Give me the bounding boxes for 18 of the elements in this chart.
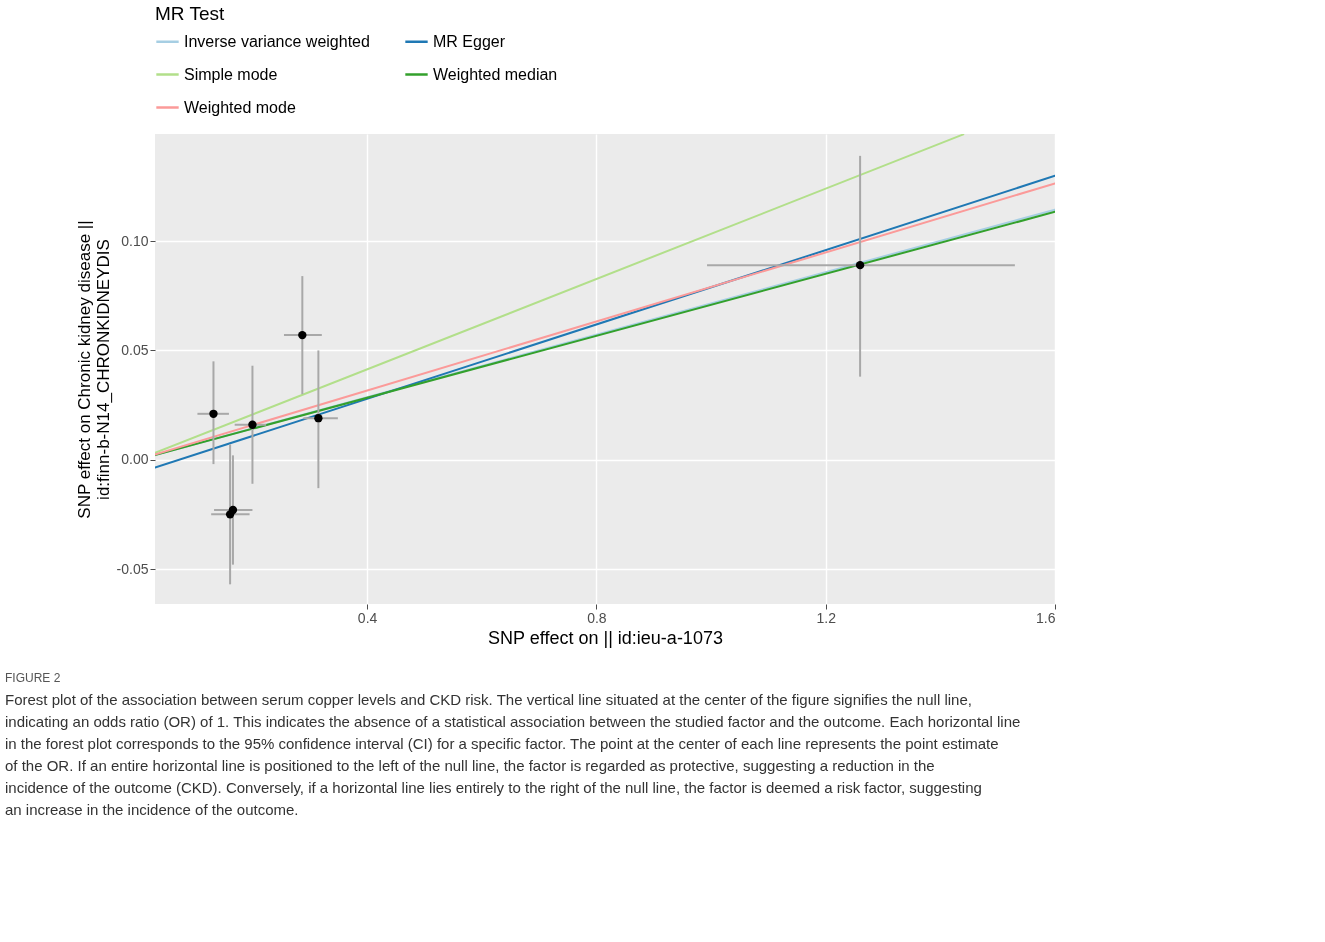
y-tick-label: 0.10 xyxy=(121,232,149,249)
legend-label: Simple mode xyxy=(184,65,278,83)
x-tick-label: 0.8 xyxy=(587,609,607,626)
y-tick-label: -0.05 xyxy=(116,560,149,577)
x-tick-label: 1.6 xyxy=(1036,609,1056,626)
legend-label: MR Egger xyxy=(433,32,506,50)
y-tick-label: 0.00 xyxy=(121,451,149,468)
legend-label: Inverse variance weighted xyxy=(184,32,370,50)
caption: FIGURE 2 xyxy=(5,671,61,685)
y-axis-title: SNP effect on Chronic kidney disease || id:finn-b-N14_CHRONKIDNEYDIS xyxy=(74,220,113,519)
legend-label: Weighted median xyxy=(433,65,558,83)
x-tick-label: 1.2 xyxy=(816,609,837,626)
x-axis-title: SNP effect on || id:ieu-a-1073 xyxy=(488,627,723,648)
text: Forest plot of the association between serum copper levels and CKD risk. The vertical line situated at the center of the figure signifies the null line, indicating an odds ratio (OR) of 1. This indicates the absence of a statistical association between the studied factor and the outcome. Each horizontal line in the forest plot corresponds to the 95% confidence interval (CI) for a specific factor. The point at the center of each line represents the point estimate of the OR. If an entire horizontal line is positioned to the left of the null line, the factor is regarded as protective, suggesting a reduction in the incidence of the outcome (CKD). Conversely, if a horizontal line lies entirely to the right of the null line, the factor is deemed a risk factor, suggesting an increase in the incidence of the outcome. xyxy=(5,691,1021,818)
legend-label: Weighted mode xyxy=(184,98,296,116)
x-tick-label: 0.4 xyxy=(357,609,378,626)
y-tick-label: 0.05 xyxy=(121,341,149,358)
legend-title: MR Test xyxy=(155,3,226,24)
